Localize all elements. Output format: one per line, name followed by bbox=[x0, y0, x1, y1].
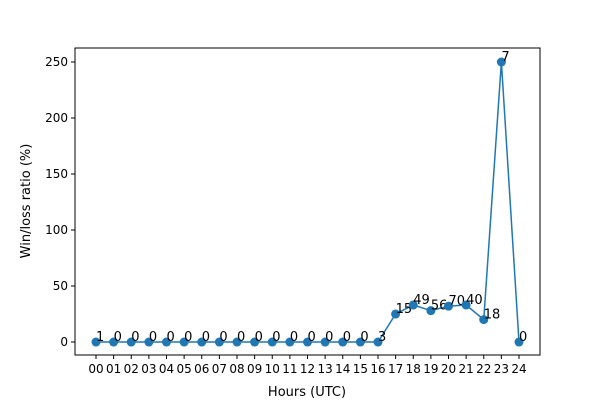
point bbox=[179, 337, 189, 347]
point bbox=[391, 309, 401, 319]
point-annotation: 0 bbox=[308, 330, 316, 345]
point bbox=[144, 337, 154, 347]
x-tick-label: 10 bbox=[265, 362, 280, 376]
x-tick-label: 04 bbox=[159, 362, 174, 376]
y-tick-label: 150 bbox=[45, 167, 68, 181]
point-annotation: 0 bbox=[114, 330, 122, 345]
point-annotation: 7 bbox=[501, 50, 509, 65]
point bbox=[250, 337, 260, 347]
point bbox=[109, 337, 119, 347]
x-tick-label: 00 bbox=[88, 362, 103, 376]
x-tick-label: 23 bbox=[494, 362, 509, 376]
y-tick-label: 250 bbox=[45, 55, 68, 69]
point-annotation: 0 bbox=[272, 330, 280, 345]
point-annotation: 0 bbox=[131, 330, 139, 345]
point bbox=[267, 337, 277, 347]
point-annotation: 70 bbox=[449, 294, 466, 309]
point-annotation: 0 bbox=[167, 330, 175, 345]
y-tick-label: 0 bbox=[60, 335, 68, 349]
x-tick-label: 15 bbox=[353, 362, 368, 376]
point bbox=[126, 337, 136, 347]
point bbox=[373, 337, 383, 347]
x-tick-label: 17 bbox=[388, 362, 403, 376]
point bbox=[197, 337, 207, 347]
point-annotation: 18 bbox=[484, 308, 501, 323]
point-annotation: 0 bbox=[237, 330, 245, 345]
x-tick-label: 19 bbox=[423, 362, 438, 376]
x-tick-label: 03 bbox=[141, 362, 156, 376]
point-annotation: 56 bbox=[431, 299, 448, 314]
point bbox=[232, 337, 242, 347]
point bbox=[320, 337, 330, 347]
point bbox=[408, 300, 418, 310]
point-annotation: 0 bbox=[325, 330, 333, 345]
point bbox=[162, 337, 171, 347]
point-annotation: 0 bbox=[149, 330, 157, 345]
point-annotation: 40 bbox=[466, 293, 483, 308]
x-tick-label: 08 bbox=[229, 362, 244, 376]
x-tick-label: 16 bbox=[370, 362, 385, 376]
y-tick-label: 100 bbox=[45, 223, 68, 237]
point bbox=[214, 337, 224, 347]
point bbox=[496, 57, 506, 67]
y-tick-label: 50 bbox=[53, 279, 68, 293]
point-annotation: 0 bbox=[360, 330, 368, 345]
point-annotation: 0 bbox=[219, 330, 227, 345]
point bbox=[91, 337, 101, 347]
point-annotation: 0 bbox=[519, 330, 527, 345]
x-tick-label: 21 bbox=[458, 362, 473, 376]
x-tick-label: 11 bbox=[282, 362, 297, 376]
x-tick-label: 12 bbox=[300, 362, 315, 376]
x-axis-label: Hours (UTC) bbox=[268, 385, 346, 400]
point-annotation: 49 bbox=[413, 293, 430, 308]
x-tick-label: 18 bbox=[406, 362, 421, 376]
point-annotation: 15 bbox=[396, 302, 413, 317]
x-tick-label: 09 bbox=[247, 362, 262, 376]
x-tick-label: 02 bbox=[124, 362, 139, 376]
point-annotation: 3 bbox=[378, 330, 386, 345]
y-tick-label: 200 bbox=[45, 111, 68, 125]
x-tick-label: 24 bbox=[511, 362, 526, 376]
point-annotation: 0 bbox=[290, 330, 298, 345]
x-tick-label: 01 bbox=[106, 362, 121, 376]
point bbox=[479, 315, 489, 325]
point bbox=[426, 306, 436, 316]
point-annotation: 0 bbox=[202, 330, 210, 345]
point bbox=[303, 337, 312, 347]
point bbox=[355, 337, 365, 347]
x-tick-label: 06 bbox=[194, 362, 209, 376]
x-tick-label: 07 bbox=[212, 362, 227, 376]
x-tick-label: 20 bbox=[441, 362, 456, 376]
point bbox=[514, 337, 524, 347]
point-annotation: 1 bbox=[96, 330, 104, 345]
point bbox=[338, 337, 348, 347]
point bbox=[461, 300, 471, 310]
point bbox=[285, 337, 295, 347]
x-tick-label: 22 bbox=[476, 362, 491, 376]
x-tick-label: 13 bbox=[317, 362, 332, 376]
point-annotation: 0 bbox=[255, 330, 263, 345]
point-annotation: 0 bbox=[343, 330, 351, 345]
point-annotation: 0 bbox=[184, 330, 192, 345]
y-axis-label: Win/loss ratio (%) bbox=[19, 144, 34, 259]
x-tick-label: 05 bbox=[176, 362, 191, 376]
x-tick-label: 14 bbox=[335, 362, 350, 376]
point bbox=[444, 301, 453, 311]
